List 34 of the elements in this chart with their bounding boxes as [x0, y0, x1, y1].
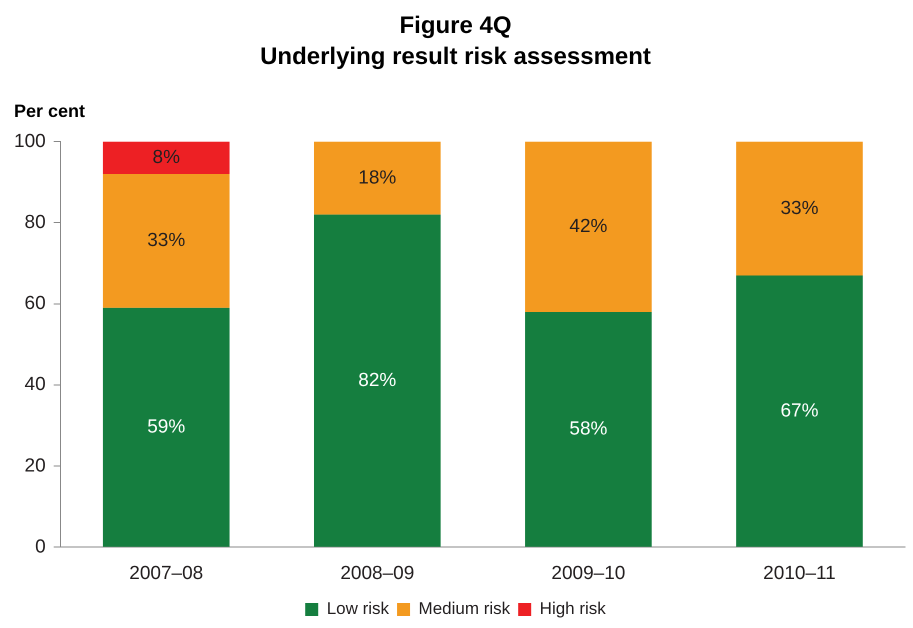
bar: [102, 308, 230, 547]
bar: [314, 214, 441, 547]
chart-subtitle: Underlying result risk assessment: [260, 42, 651, 70]
y-tick-label: 40: [24, 374, 46, 396]
bar: [314, 142, 441, 215]
x-tick-label: 2008–09: [340, 562, 414, 584]
x-tick-label: 2010–11: [763, 562, 836, 584]
bar: [736, 142, 863, 276]
bar: [525, 142, 652, 312]
data-label: 58%: [569, 418, 608, 440]
data-label: 42%: [569, 216, 608, 238]
data-label: 33%: [147, 230, 186, 252]
legend-label: Low risk: [326, 599, 390, 618]
x-tick-label: 2007–08: [129, 562, 204, 584]
data-label: 8%: [152, 147, 180, 168]
y-tick-label: 20: [24, 455, 46, 476]
bar: [102, 142, 230, 174]
data-label: 82%: [358, 370, 396, 391]
data-label: 67%: [780, 400, 819, 422]
y-tick-label: 60: [24, 293, 46, 314]
y-axis-title: Per cent: [14, 100, 86, 121]
y-tick-label: 100: [14, 130, 46, 152]
legend-label: High risk: [540, 599, 606, 618]
bar: [736, 275, 863, 547]
x-tick-label: 2009–10: [551, 562, 626, 584]
chart-title: Figure 4Q: [399, 12, 512, 40]
bar: [525, 312, 652, 547]
y-tick-label: 0: [35, 536, 46, 558]
legend-label: Medium risk: [418, 599, 511, 618]
bar: [102, 174, 230, 308]
y-tick-label: 80: [24, 212, 46, 233]
data-label: 18%: [358, 167, 396, 188]
data-label: 33%: [780, 198, 819, 219]
data-label: 59%: [147, 416, 186, 438]
